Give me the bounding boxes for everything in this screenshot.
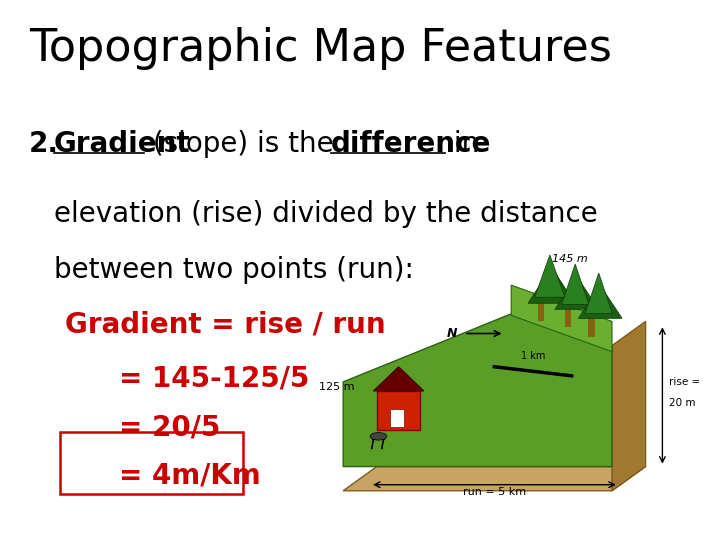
Text: Topographic Map Features: Topographic Map Features (29, 27, 612, 70)
Text: 20 m: 20 m (669, 398, 696, 408)
Text: = 4m/Km: = 4m/Km (119, 462, 261, 490)
Text: rise =: rise = (669, 377, 701, 387)
Polygon shape (528, 267, 575, 303)
Text: elevation (rise) divided by the distance: elevation (rise) divided by the distance (54, 200, 598, 228)
Bar (588, 319, 595, 336)
Ellipse shape (370, 433, 387, 440)
Polygon shape (511, 285, 612, 352)
Text: N: N (447, 327, 457, 340)
Text: (slope) is the: (slope) is the (144, 130, 343, 158)
Polygon shape (585, 273, 612, 314)
Text: = 20/5: = 20/5 (119, 413, 220, 441)
Polygon shape (535, 255, 565, 297)
Text: run = 5 km: run = 5 km (463, 487, 526, 497)
Bar (390, 409, 404, 427)
Polygon shape (555, 276, 598, 309)
Text: between two points (run):: between two points (run): (54, 256, 414, 285)
Text: 1 km: 1 km (521, 350, 545, 361)
Polygon shape (343, 467, 646, 491)
Text: Gradient = rise / run: Gradient = rise / run (65, 310, 385, 339)
Polygon shape (343, 300, 612, 467)
FancyBboxPatch shape (60, 432, 243, 494)
Text: 145 m: 145 m (552, 254, 588, 264)
Polygon shape (612, 321, 646, 491)
Polygon shape (374, 367, 424, 391)
Bar (565, 309, 571, 327)
Text: 125 m: 125 m (319, 382, 354, 392)
Polygon shape (578, 285, 622, 319)
Text: Gradient: Gradient (54, 130, 191, 158)
Text: difference: difference (331, 130, 492, 158)
Text: = 145-125/5: = 145-125/5 (119, 364, 309, 393)
Bar (538, 303, 544, 321)
Text: 2.: 2. (29, 130, 59, 158)
Bar (377, 391, 420, 430)
Text: in: in (445, 130, 480, 158)
Polygon shape (562, 264, 589, 305)
